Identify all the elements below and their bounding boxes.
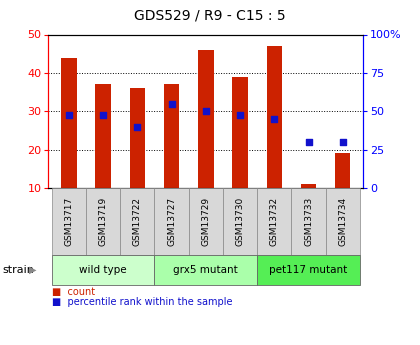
Bar bbox=[257, 255, 360, 285]
Point bbox=[100, 112, 106, 118]
Bar bbox=[86, 188, 120, 255]
Point bbox=[271, 116, 278, 122]
Text: wild type: wild type bbox=[79, 265, 127, 275]
Text: GSM13719: GSM13719 bbox=[99, 197, 108, 246]
Text: ▶: ▶ bbox=[29, 265, 36, 275]
Bar bbox=[52, 255, 155, 285]
Bar bbox=[198, 50, 213, 188]
Point bbox=[305, 139, 312, 145]
Point bbox=[237, 112, 244, 118]
Text: ■  count: ■ count bbox=[52, 287, 96, 297]
Bar bbox=[52, 188, 86, 255]
Bar bbox=[326, 188, 360, 255]
Bar bbox=[291, 188, 326, 255]
Text: GSM13717: GSM13717 bbox=[64, 197, 74, 246]
Bar bbox=[232, 77, 248, 188]
Bar bbox=[155, 188, 189, 255]
Text: GSM13727: GSM13727 bbox=[167, 197, 176, 246]
Text: GSM13733: GSM13733 bbox=[304, 197, 313, 246]
Bar bbox=[95, 85, 111, 188]
Point bbox=[339, 139, 346, 145]
Text: GSM13722: GSM13722 bbox=[133, 197, 142, 246]
Text: GDS529 / R9 - C15 : 5: GDS529 / R9 - C15 : 5 bbox=[134, 9, 286, 23]
Bar bbox=[335, 154, 350, 188]
Point bbox=[202, 108, 209, 114]
Bar bbox=[189, 188, 223, 255]
Point bbox=[66, 112, 72, 118]
Text: GSM13730: GSM13730 bbox=[236, 197, 244, 246]
Bar bbox=[257, 188, 291, 255]
Text: ■  percentile rank within the sample: ■ percentile rank within the sample bbox=[52, 297, 233, 307]
Text: strain: strain bbox=[2, 265, 34, 275]
Point bbox=[134, 124, 141, 129]
Text: GSM13734: GSM13734 bbox=[338, 197, 347, 246]
Bar bbox=[61, 58, 76, 188]
Bar bbox=[164, 85, 179, 188]
Text: GSM13732: GSM13732 bbox=[270, 197, 279, 246]
Bar bbox=[267, 46, 282, 188]
Text: GSM13729: GSM13729 bbox=[201, 197, 210, 246]
Bar bbox=[130, 88, 145, 188]
Bar bbox=[155, 255, 257, 285]
Text: grx5 mutant: grx5 mutant bbox=[173, 265, 238, 275]
Bar bbox=[223, 188, 257, 255]
Bar bbox=[120, 188, 155, 255]
Point bbox=[168, 101, 175, 106]
Text: pet117 mutant: pet117 mutant bbox=[269, 265, 348, 275]
Bar bbox=[301, 184, 316, 188]
